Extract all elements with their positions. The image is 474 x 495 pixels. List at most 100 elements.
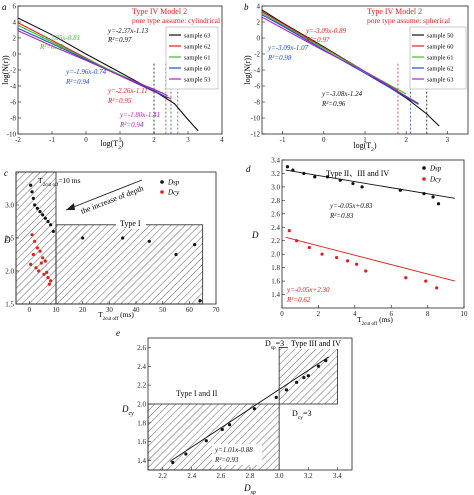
panel-a-legend-label: sample 53 <box>184 77 211 84</box>
panel-c-point-dcy <box>42 272 46 276</box>
panel-d-point-dsp <box>431 195 435 199</box>
panel-c-xtick-label: 50 <box>159 306 167 314</box>
panel-c-xtick-label: 60 <box>186 306 194 314</box>
panel-d-point-dcy <box>435 286 439 290</box>
panel-d-point-dcy <box>364 269 368 273</box>
panel-a-fit-4-eq: y=-2.26x-1.11 <box>107 87 148 95</box>
panel-e-ytick-label: 2.0 <box>137 401 146 409</box>
panel-d-xtick-label: 0 <box>280 310 284 318</box>
panel-b-xtick-label: 0 <box>322 136 326 144</box>
panel-b-xlabel: log(T2) <box>353 141 377 153</box>
panel-c-point-dsp <box>41 213 45 217</box>
panel-a-ytick-label: 0 <box>13 51 17 59</box>
panel-d-point-dcy <box>424 279 428 283</box>
panel-c-point-dsp <box>174 252 178 257</box>
panel-c-point-dsp <box>49 223 53 227</box>
panel-d-legend-label: Dsp <box>429 165 442 173</box>
panel-e-point <box>302 376 306 380</box>
panel-a-fit-4-r2: R²=0.95 <box>107 97 132 105</box>
panel-b-legend-label: sample 50 <box>427 33 454 40</box>
panel-b-header-2: pore type assume: spherical <box>367 16 450 25</box>
panel-b-ytick-label: -12 <box>251 131 261 139</box>
panel-d-point-dcy <box>320 252 324 256</box>
panel-c-xlabel: T2cut off (ms) <box>98 310 134 322</box>
panel-c-legend-label: Dsp <box>167 179 180 187</box>
panel-b-legend-label: sample 60 <box>427 44 454 51</box>
panel-a-ytick-label: -8 <box>10 115 16 123</box>
panel-b-legend: sample 50 sample 60 sample 61 sample 62 samp… <box>409 26 467 90</box>
panel-b-series-line-5 <box>261 16 399 92</box>
panel-c-point-dsp <box>33 203 37 207</box>
panel-a-legend: sample 63 sample 62 sample 61 sample 60 samp… <box>165 26 219 90</box>
panel-a-fit-1-eq: y=-2.37x-1.13 <box>107 27 149 35</box>
panel-a-fit-2-r2: R²=0.95 <box>39 43 64 51</box>
panel-d-xtick-label: 6 <box>389 310 393 318</box>
panel-a-letter: a <box>2 2 7 12</box>
panel-e-letter: e <box>116 328 120 338</box>
panel-b-legend-label: sample 61 <box>427 55 454 62</box>
panel-a-fit-5-r2: R²=0.94 <box>119 121 144 129</box>
panel-b-fit-3-eq: y=-3.08x-1.24 <box>321 90 363 98</box>
panel-c-xtick-label: 70 <box>213 306 221 314</box>
panel-e-ytick-label: 1.6 <box>137 438 146 446</box>
panel-c-point-dcy <box>43 259 47 263</box>
panel-d-point-dsp <box>436 202 441 206</box>
panel-c-point-dcy <box>31 252 35 257</box>
panel-d-ytick-label: 2.6 <box>271 210 280 218</box>
panel-d-frame <box>281 159 465 309</box>
panel-b-xtick-label: 1 <box>363 136 367 144</box>
panel-c-point-dcy <box>30 233 34 237</box>
panel-d-ytick-label: 1.8 <box>271 264 280 272</box>
panel-a-series-line-1 <box>17 17 199 132</box>
panel-e-point <box>306 374 310 378</box>
panel-c-ytick-label: 2.5 <box>5 235 14 243</box>
panel-e-ytick-label: 2.2 <box>137 382 146 390</box>
panel-e-xtick-label: 2.8 <box>246 472 255 480</box>
panel-b-fit-1-eq: y=-3.09x-0.89 <box>305 27 347 35</box>
panel-d-point-dsp <box>338 178 342 182</box>
panel-d-point-dcy <box>287 229 291 233</box>
panel-a-ytick-label: -4 <box>10 83 16 91</box>
panel-b-ytick-label: 2 <box>257 19 261 27</box>
panel-c-point-dcy <box>47 282 51 286</box>
panel-b-xtick-label: 2 <box>404 136 408 144</box>
panel-b-ytick-label: -6 <box>254 83 260 91</box>
panel-e-label-bg-3 <box>290 408 314 418</box>
panel-a-xtick-label: 4 <box>220 136 224 144</box>
panel-e-label-bg-2 <box>288 339 350 349</box>
panel-a-fit-1-r2: R²=0.97 <box>107 36 132 44</box>
panel-a-fit-3-r2: R²=0.94 <box>65 78 90 86</box>
panel-e-xtick-label: 3.0 <box>275 472 284 480</box>
panel-e-xlabel: Dsp <box>243 483 256 495</box>
panel-e-fit-line <box>169 356 329 462</box>
panel-a-ytick-label: 6 <box>13 3 17 11</box>
panel-d-point-dsp <box>351 181 355 186</box>
panel-a-ylabel: log(N(r)) <box>1 55 10 85</box>
panel-c-point-dcy <box>45 270 49 274</box>
panel-d-ytick-label: 2.0 <box>271 251 280 259</box>
panel-d-point-dsp <box>313 175 317 179</box>
panel-b-xtick-label: -1 <box>280 136 286 144</box>
panel-d-xtick-label: 8 <box>426 310 430 318</box>
panel-a-xlabel: log(T2) <box>100 139 124 151</box>
panel-b-xtick-label: 3 <box>446 136 450 144</box>
panel-e-ytick-label: 1.4 <box>137 457 146 465</box>
panel-d-point-dsp <box>422 192 426 196</box>
panel-c-point-dcy <box>38 249 42 253</box>
panel-d-xtick-label: 4 <box>353 310 357 318</box>
panel-d-fit-line-dsp <box>285 169 455 199</box>
panel-e-point <box>204 439 208 443</box>
panel-c-point-dsp <box>46 219 50 224</box>
panel-b-ytick-label: -2 <box>254 51 260 59</box>
panel-b-fit-1-r2: R²=0.97 <box>305 36 330 44</box>
panel-b-ytick-label: -8 <box>254 99 260 107</box>
panel-b-legend-label: sample 62 <box>427 66 454 73</box>
panel-c-ylabel: D <box>3 235 11 245</box>
panel-e-xtick-label: 2.4 <box>187 472 196 480</box>
panel-a-xtick-label: 1 <box>118 136 122 144</box>
panel-c-point-dsp <box>35 206 39 210</box>
panel-c-point-dsp <box>81 236 85 240</box>
panel-c-point-dcy <box>29 262 33 266</box>
